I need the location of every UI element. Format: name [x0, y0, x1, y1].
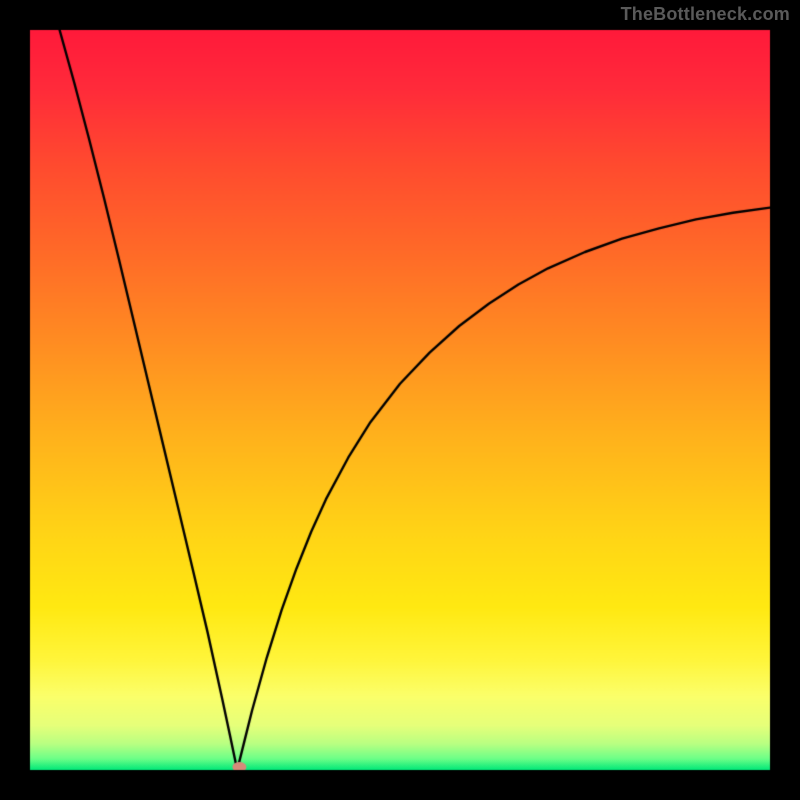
watermark-text: TheBottleneck.com [621, 4, 790, 25]
bottleneck-chart [0, 0, 800, 800]
